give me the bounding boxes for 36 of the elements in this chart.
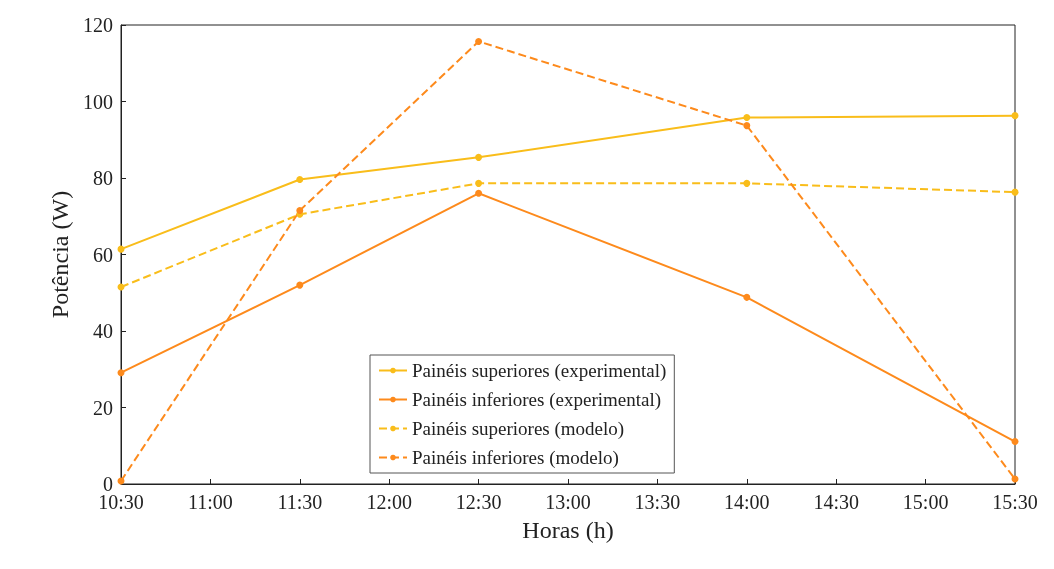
x-tick-label: 14:00 xyxy=(724,491,770,513)
x-tick-label: 13:30 xyxy=(634,491,681,513)
x-tick-label: 12:00 xyxy=(366,491,412,513)
point xyxy=(475,179,483,187)
y-tick-label: 20 xyxy=(93,396,113,419)
x-tick-label: 13:00 xyxy=(545,491,591,513)
y-tick-label: 120 xyxy=(83,14,113,36)
point xyxy=(296,281,304,289)
point xyxy=(296,176,304,184)
point xyxy=(743,122,751,130)
x-tick-label: 14:30 xyxy=(813,491,859,513)
point xyxy=(117,477,125,485)
y-tick-label: 80 xyxy=(93,167,113,189)
x-axis-title: Horas (h) xyxy=(522,517,614,543)
x-tick-label: 15:00 xyxy=(902,491,949,513)
point xyxy=(475,153,483,161)
x-tick-label: 11:00 xyxy=(187,491,233,513)
legend-label: Painéis inferiores (modelo) xyxy=(412,447,619,469)
x-tick-label: 12:30 xyxy=(455,491,502,513)
point xyxy=(1011,112,1019,120)
legend-label: Painéis superiores (experimental) xyxy=(412,360,667,382)
y-tick-label: 100 xyxy=(83,90,113,113)
point xyxy=(117,369,125,377)
y-tick-label: 60 xyxy=(93,243,113,266)
point xyxy=(743,179,751,187)
point xyxy=(743,114,751,122)
point xyxy=(743,293,751,301)
y-tick-label: 40 xyxy=(93,320,113,342)
legend-label: Painéis superiores (modelo) xyxy=(412,418,625,440)
x-tick-label: 15:30 xyxy=(992,491,1038,513)
point xyxy=(1011,438,1019,446)
point xyxy=(475,189,483,197)
point xyxy=(475,37,483,45)
legend-label: Painéis inferiores (experimental) xyxy=(412,389,662,411)
y-axis-title: Potência (W) xyxy=(47,190,74,319)
x-tick-label: 11:30 xyxy=(277,491,323,513)
